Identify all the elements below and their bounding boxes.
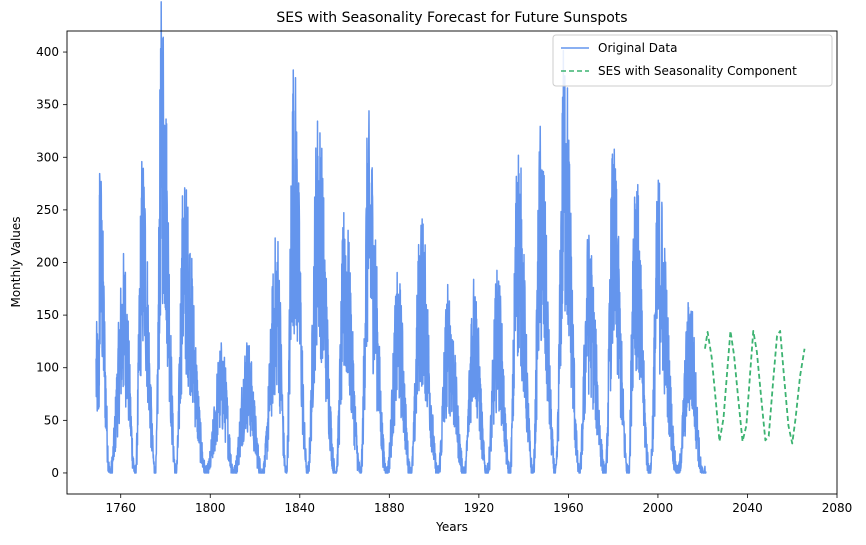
chart-title: SES with Seasonality Forecast for Future… — [276, 10, 627, 26]
x-axis-label: Years — [435, 520, 468, 534]
y-tick-label: 50 — [44, 413, 59, 427]
x-tick-label: 1960 — [553, 501, 584, 515]
y-tick-label: 200 — [36, 256, 59, 270]
forecast-line — [704, 330, 806, 445]
legend: Original Data SES with Seasonality Compo… — [552, 34, 833, 87]
x-tick-label: 1800 — [195, 501, 226, 515]
series-original-data — [95, 1, 707, 474]
y-tick-label: 0 — [51, 466, 59, 480]
legend-label-original-data: Original Data — [598, 41, 677, 55]
y-tick-label: 150 — [36, 308, 59, 322]
y-tick-label: 100 — [36, 361, 59, 375]
y-tick-label: 400 — [36, 45, 59, 59]
x-tick-label: 2040 — [732, 501, 763, 515]
y-axis-label: Monthly Values — [9, 216, 23, 307]
x-tick-label: 1880 — [374, 501, 405, 515]
y-tick-label: 300 — [36, 150, 59, 164]
original-data-line — [95, 1, 707, 474]
y-axis: 0 50 100 150 200 250 300 350 400 — [36, 45, 67, 480]
legend-box — [552, 34, 833, 87]
legend-label-ses-forecast: SES with Seasonality Component — [598, 64, 797, 78]
plot-area — [95, 1, 806, 474]
x-tick-label: 1920 — [464, 501, 495, 515]
x-tick-label: 2080 — [822, 501, 853, 515]
x-tick-label: 1760 — [105, 501, 136, 515]
y-tick-label: 350 — [36, 98, 59, 112]
series-ses-forecast — [704, 330, 806, 445]
y-tick-label: 250 — [36, 203, 59, 217]
x-axis: 1760 1800 1840 1880 1920 1960 2000 2040 2080 — [105, 494, 852, 515]
x-tick-label: 1840 — [285, 501, 316, 515]
x-tick-label: 2000 — [643, 501, 674, 515]
